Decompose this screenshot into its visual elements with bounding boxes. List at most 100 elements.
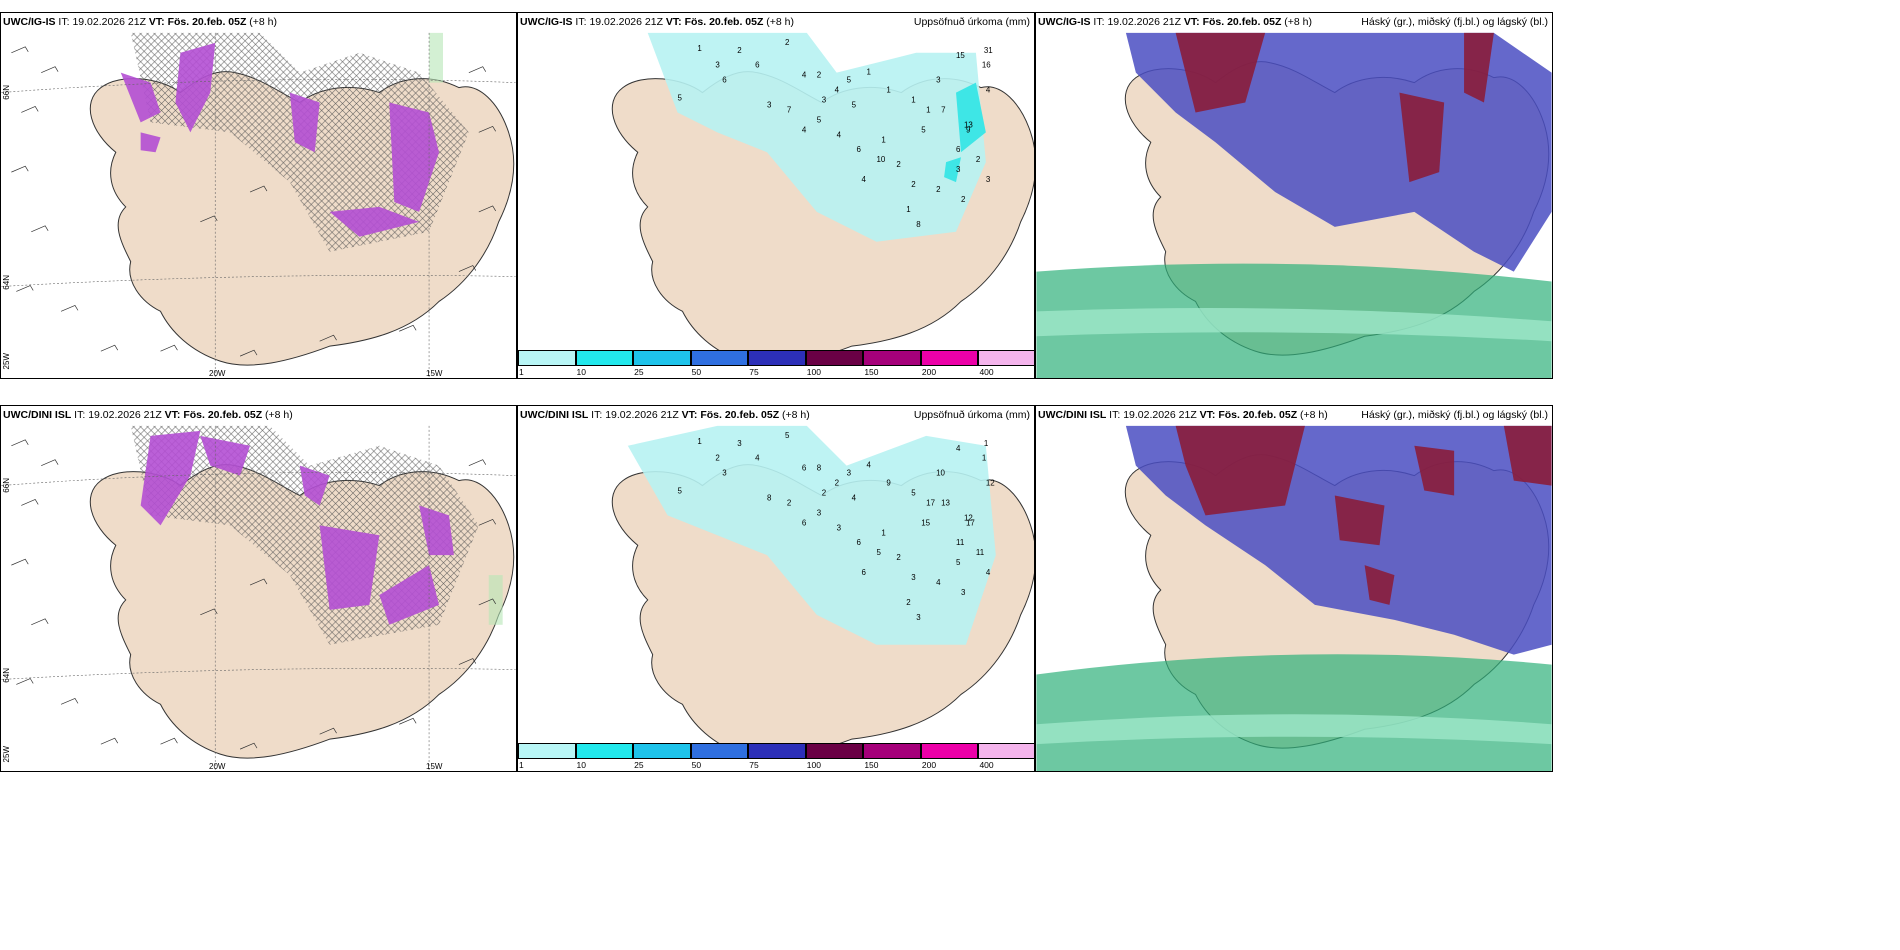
lead-time: (+8 h)	[782, 409, 810, 421]
colorbar-tick-label: 100	[806, 760, 821, 770]
colorbar-tick-label: 400	[979, 367, 994, 377]
precip-value-label: 5	[847, 76, 852, 85]
precip-value-label: 5	[785, 431, 790, 440]
precip-value-label: 3	[916, 613, 921, 622]
panel-dini-precip: 1 3 5 2 4 3 5 6 8 2 3 4 9 5 17 10 4 1 1 12 12 13 15 17 11 11 4 5 4 3 2…	[517, 405, 1035, 772]
lead-time: (+8 h)	[265, 409, 293, 421]
precip-value-label: 6	[802, 464, 807, 473]
lon-label-25w: 25W	[2, 353, 11, 370]
panel-dini-clouds: UWC/DINI ISL IT: 19.02.2026 21Z VT: Fös.…	[1035, 405, 1553, 772]
precip-value-label: 4	[956, 444, 961, 453]
precip-value-label: 2	[785, 38, 790, 47]
it-label: IT:	[575, 16, 587, 28]
panel-title: Háský (gr.), miðský (fj.bl.) og lágský (…	[1361, 16, 1548, 28]
precip-value-label: 6	[755, 61, 760, 70]
precip-value-label: 17	[926, 498, 935, 507]
precip-value-label: 15	[956, 51, 965, 60]
vt-label: VT:	[1199, 409, 1216, 421]
colorbar-swatch	[978, 743, 1034, 759]
colorbar-swatch	[863, 743, 921, 759]
precip-value-label: 2	[906, 598, 911, 607]
precip-value-label: 6	[722, 76, 727, 85]
precip-value-label: 4	[936, 578, 941, 587]
precip-value-label: 8	[916, 220, 921, 229]
precip-value-label: 6	[857, 538, 862, 547]
lon-label-20w: 20W	[209, 369, 226, 378]
lon-label-15w: 15W	[426, 369, 443, 378]
precip-value-label: 5	[817, 115, 822, 124]
lon-label-15w: 15W	[426, 762, 443, 771]
colorbar-tick-label: 75	[749, 367, 759, 377]
precip-value-label: 4	[852, 493, 857, 502]
precip-value-label: 2	[976, 155, 981, 164]
precip-value-label: 6	[956, 145, 961, 154]
precip-value-label: 15	[921, 518, 930, 527]
precip-value-label: 1	[906, 205, 911, 214]
colorbar-swatch	[805, 743, 864, 759]
colorbar-tick-label: 200	[921, 367, 937, 377]
precip-value-label: 7	[787, 105, 792, 114]
precip-value-label: 3	[817, 508, 822, 517]
colorbar-tick-label: 50	[691, 760, 702, 770]
precip-value-label: 1	[881, 135, 886, 144]
precip-value-label: 2	[961, 195, 966, 204]
precip-value-label: 1	[984, 439, 989, 448]
precip-value-label: 2	[787, 498, 792, 507]
precip-value-label: 3	[715, 61, 720, 70]
it-label: IT:	[1093, 16, 1105, 28]
panel-title: Uppsöfnuð úrkoma (mm)	[913, 409, 1030, 421]
precip-value-label: 1	[867, 68, 872, 77]
lat-label-66n: 66N	[2, 478, 11, 493]
colorbar-tick-label: 10	[576, 367, 587, 377]
precip-value-label: 4	[867, 461, 872, 470]
precip-value-label: 1	[982, 454, 987, 463]
precip-value-label: 4	[755, 454, 760, 463]
panel-dini-wind: UWC/DINI ISL IT: 19.02.2026 21Z VT: Fös.…	[0, 405, 517, 772]
panel-header: UWC/IG-IS IT: 19.02.2026 21Z VT: Fös. 20…	[1038, 16, 1312, 28]
vt-label: VT:	[1183, 16, 1200, 28]
colorbar-tick-label: 400	[979, 760, 994, 770]
cloud-map	[1036, 13, 1552, 378]
vt-value: Fös. 20.feb. 05Z	[1202, 16, 1282, 28]
model-name: UWC/IG-IS	[520, 16, 573, 28]
colorbar-tick-label: 150	[864, 367, 879, 377]
precip-value-label: 5	[678, 94, 683, 103]
wind-snow-map	[1, 425, 516, 771]
colorbar-swatch	[863, 350, 921, 366]
colorbar-tick-label: 150	[864, 760, 879, 770]
precip-value-label: 4	[862, 175, 867, 184]
lead-time: (+8 h)	[1284, 16, 1313, 28]
panel-header: UWC/DINI ISL IT: 19.02.2026 21Z VT: Fös.…	[1038, 409, 1328, 421]
it-label: IT:	[591, 409, 603, 421]
precip-value-label: 3	[986, 175, 991, 184]
precip-value-label: 7	[941, 105, 946, 114]
precip-value-label: 31	[984, 46, 993, 55]
precip-value-label: 1	[697, 44, 702, 53]
colorbar-tick-label: 25	[634, 760, 644, 770]
precip-value-label: 1	[911, 96, 916, 105]
precip-value-label: 3	[847, 469, 852, 478]
colorbar: 1 10 25 50 75 100 150 200 400	[518, 350, 1034, 378]
colorbar-swatch	[633, 350, 691, 366]
it-value: 19.02.2026 21Z	[605, 409, 679, 421]
precip-value-label: 1	[926, 105, 931, 114]
precip-value-label: 16	[982, 61, 991, 70]
precip-value-label: 6	[862, 568, 867, 577]
precip-value-label: 2	[822, 489, 827, 498]
model-name: UWC/DINI ISL	[3, 409, 72, 421]
precip-value-label: 4	[802, 125, 807, 134]
colorbar-swatch	[575, 350, 634, 366]
precip-value-label: 2	[936, 185, 941, 194]
precip-value-label: 3	[822, 96, 827, 105]
colorbar-tick-label: 75	[749, 760, 759, 770]
precip-value-label: 4	[802, 71, 807, 80]
precip-value-label: 2	[835, 479, 840, 488]
precip-value-label: 2	[896, 553, 901, 562]
lead-time: (+8 h)	[249, 16, 278, 28]
precip-value-label: 10	[876, 155, 885, 164]
panel-title: Háský (gr.), miðský (fj.bl.) og lágský (…	[1361, 409, 1548, 421]
lat-label-64n: 64N	[2, 668, 11, 683]
precip-value-label: 3	[961, 588, 966, 597]
precip-value-label: 12	[964, 513, 973, 522]
